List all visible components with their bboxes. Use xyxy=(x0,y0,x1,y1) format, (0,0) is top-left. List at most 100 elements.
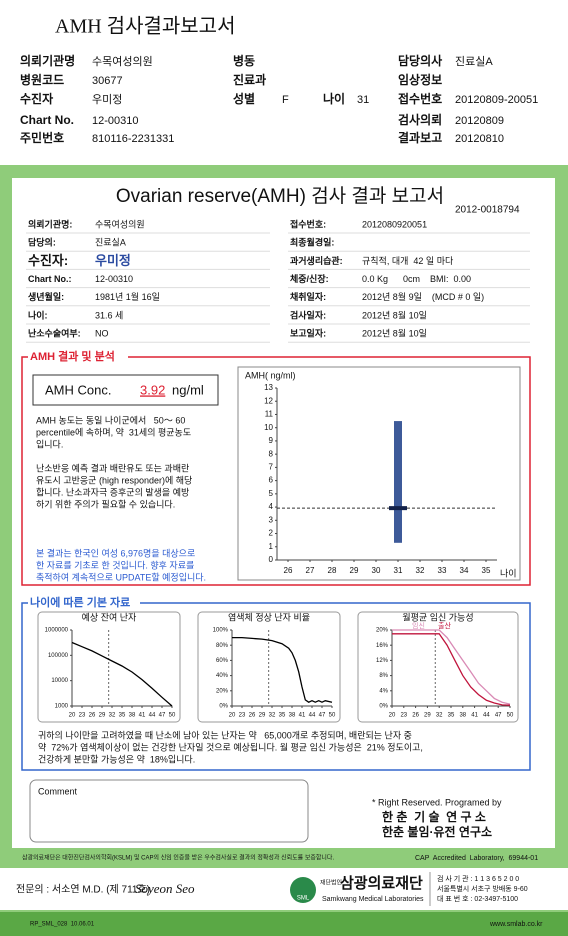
x-tick-label: 20 xyxy=(69,713,76,719)
summary-text: 건강하게 분만할 가능성은 약 18%입니다. xyxy=(38,753,195,764)
x-tick-label: 47 xyxy=(495,713,502,719)
field-label: 병원코드 xyxy=(20,72,64,87)
x-tick-label: 29 xyxy=(99,713,106,719)
credit: * Right Reserved. Programed by xyxy=(372,797,502,807)
field-value: 31 xyxy=(357,94,369,106)
x-tick-label: 23 xyxy=(79,713,86,719)
analysis-text: percentile에 속하며, 약 31세의 평균농도 xyxy=(36,426,191,437)
x-tick-label: 50 xyxy=(507,713,514,719)
x-tick-label: 38 xyxy=(289,713,296,719)
field-value: 2012년 8월 9일 (MCD # 0 일) xyxy=(362,291,484,302)
field-label: 의뢰기관명: xyxy=(28,218,72,229)
conc-box xyxy=(32,374,219,406)
y-tick-label: 4% xyxy=(379,688,388,694)
field-value: 1981년 1월 16일 xyxy=(95,291,160,302)
series-line xyxy=(232,636,333,703)
series-line xyxy=(392,629,511,705)
x-tick-label: 27 xyxy=(306,566,315,575)
x-tick-label: 33 xyxy=(438,566,447,575)
analysis-text: 난소반응 예측 결과 배란유도 또는 과배란 xyxy=(36,462,189,473)
analysis-text: 축적하여 계속적으로 UPDATE할 예정입니다. xyxy=(36,571,206,582)
y-tick-label: 9 xyxy=(269,436,274,445)
footer-strip xyxy=(0,868,568,910)
mini-chart-title: 예상 잔여 난자 xyxy=(82,611,137,622)
field-value: 2012080920051 xyxy=(362,219,427,229)
x-tick-label: 44 xyxy=(309,713,316,719)
field-label: 의뢰기관명 xyxy=(20,53,75,68)
x-tick-label: 26 xyxy=(89,713,96,719)
x-tick-label: 41 xyxy=(471,713,478,719)
x-tick-label: 28 xyxy=(328,566,337,575)
analysis-text: 한 자료를 기초로 한 것입니다. 향후 자료를 xyxy=(36,559,194,570)
field-label: 수진자: xyxy=(28,253,68,268)
y-tick-label: 16% xyxy=(376,643,389,649)
basics-title: 나이에 따른 기본 자료 xyxy=(30,595,130,609)
y-tick-label: 3 xyxy=(269,515,274,524)
field-value: 0.0 Kg 0cm BMI: 0.00 xyxy=(362,274,471,284)
y-tick-label: 7 xyxy=(269,462,274,471)
logo-text: SML xyxy=(297,896,310,902)
y-tick-label: 100000 xyxy=(48,653,69,659)
field-label: 나이: xyxy=(28,309,48,320)
y-tick-label: 8% xyxy=(379,673,388,679)
field-value: 수목여성의원 xyxy=(95,218,145,229)
footer-cap: CAP Accredited Laboratory, 69944-01 xyxy=(415,855,538,862)
y-tick-label: 0% xyxy=(219,704,228,710)
field-label: Chart No. xyxy=(20,113,74,127)
x-tick-label: 38 xyxy=(459,713,466,719)
field-value: 20120810 xyxy=(455,133,504,145)
y-tick-label: 10000 xyxy=(51,678,68,684)
header-title: AMH 검사결과보고서 xyxy=(55,15,235,38)
y-tick-label: 60% xyxy=(216,658,229,664)
mini-chart-title: 염색체 정상 난자 비율 xyxy=(228,612,310,622)
y-tick-label: 1 xyxy=(269,542,274,551)
conc-value: 3.92 xyxy=(140,382,165,397)
field-value: 30677 xyxy=(92,75,123,87)
value-marker xyxy=(389,506,407,511)
y-tick-label: 1000000 xyxy=(45,628,69,634)
field-label: 검사일자: xyxy=(290,309,326,320)
field-value: 2012년 8월 10일 xyxy=(362,328,427,339)
series-line xyxy=(392,633,511,706)
org-en: Samkwang Medical Laboratories xyxy=(322,896,424,903)
field-label: 성별 xyxy=(233,91,255,106)
range-bar xyxy=(394,421,402,543)
x-tick-label: 32 xyxy=(269,713,276,719)
label-bg xyxy=(28,596,140,610)
basics-box xyxy=(21,602,531,771)
x-tick-label: 29 xyxy=(259,713,266,719)
field-value: 2012년 8월 10일 xyxy=(362,309,427,320)
x-tick-label: 20 xyxy=(389,713,396,719)
analysis-text: 합니다. 난소과자극 증후군의 발생을 예방 xyxy=(36,487,189,497)
field-label: 임상정보 xyxy=(398,72,442,87)
y-tick-label: 6 xyxy=(269,476,274,485)
field-label: 담당의사 xyxy=(398,53,442,68)
field-value: 20120809 xyxy=(455,115,504,127)
x-tick-label: 31 xyxy=(394,566,403,575)
y-tick-label: 20% xyxy=(376,628,389,634)
y-tick-label: 4 xyxy=(269,502,274,511)
org-small: 재단법인 xyxy=(320,879,342,887)
field-value: 20120809-20051 xyxy=(455,94,538,106)
logo-mark xyxy=(290,877,316,903)
x-tick-label: 44 xyxy=(483,713,490,719)
field-label: Chart No.: xyxy=(28,274,72,284)
conc-label: AMH Conc. xyxy=(45,382,111,397)
y-tick-label: 11 xyxy=(265,410,274,419)
field-value: F xyxy=(282,94,289,106)
analysis-text: AMH 농도는 동일 나이군에서 50～ 60 xyxy=(36,415,185,425)
field-label: 주민번호 xyxy=(20,130,64,145)
y-tick-label: 12% xyxy=(376,658,389,664)
series-line xyxy=(71,641,173,707)
field-value: 진료실A xyxy=(95,238,126,248)
field-label: 병동 xyxy=(233,53,255,68)
x-tick-label: 50 xyxy=(329,713,336,719)
analysis-box xyxy=(21,356,531,586)
form-code: RP_SML_028 10.06.01 xyxy=(30,922,95,928)
x-tick-label: 35 xyxy=(448,713,455,719)
x-tick-label: 20 xyxy=(229,713,236,719)
y-tick-label: 40% xyxy=(216,673,229,679)
x-tick-label: 29 xyxy=(350,566,359,575)
y-tick-label: 13 xyxy=(264,383,273,392)
